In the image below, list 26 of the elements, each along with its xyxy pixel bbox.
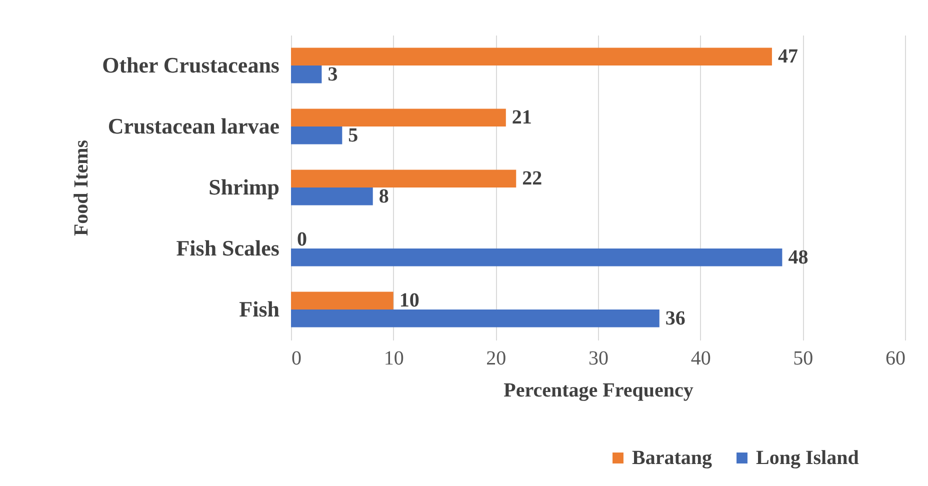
- x-tick-label: 20: [486, 348, 506, 370]
- x-tick-label: 40: [690, 348, 711, 370]
- data-label: 47: [778, 46, 798, 68]
- y-axis-title: Food Items: [70, 140, 93, 236]
- x-tick-label: 0: [292, 348, 302, 370]
- data-label: 8: [378, 185, 389, 208]
- data-label: 21: [512, 106, 532, 129]
- x-axis-title: Percentage Frequency: [504, 380, 694, 402]
- data-label: 3: [328, 63, 338, 86]
- y-tick-label: Fish: [239, 296, 280, 322]
- y-tick-label: Other Crustaceans: [102, 52, 280, 78]
- y-tick-label: Fish Scales: [176, 236, 280, 260]
- data-label: 0: [297, 228, 307, 251]
- legend-label: Long Island: [756, 447, 859, 469]
- x-tick-label: 30: [588, 348, 608, 370]
- y-tick-label: Crustacean larvae: [108, 114, 280, 138]
- legend-label: Baratang: [632, 447, 712, 469]
- data-label: 10: [399, 290, 420, 312]
- data-label: 5: [348, 124, 358, 146]
- y-tick-label: Shrimp: [208, 174, 280, 200]
- data-label: 36: [665, 307, 686, 330]
- x-tick-label: 60: [886, 348, 906, 370]
- data-label: 22: [522, 168, 542, 190]
- x-tick-label: 50: [793, 348, 814, 370]
- data-label: 48: [788, 246, 808, 268]
- x-tick-label: 10: [384, 348, 404, 370]
